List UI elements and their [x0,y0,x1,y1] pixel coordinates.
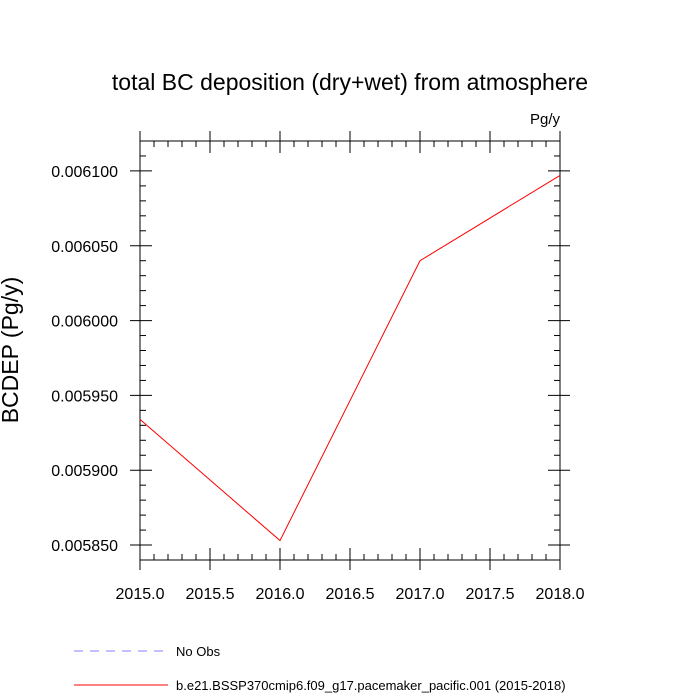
y-tick-labels: 0.005850 0.005900 0.005950 0.006000 0.006050… [51,164,118,555]
axis-ticks [130,131,570,570]
legend: No Obs b.e21.BSSP370cmip6.f09_g17.pacemak… [74,644,566,693]
series-line [139,174,561,542]
x-tick-label: 2016.5 [326,586,375,603]
y-tick-label: 0.006000 [51,314,118,331]
legend-label: No Obs [176,644,221,659]
series-layer [139,174,561,542]
legend-label: b.e21.BSSP370cmip6.f09_g17.pacemaker_pac… [176,678,566,693]
y-tick-label: 0.006050 [51,239,118,256]
x-tick-label: 2017.5 [466,586,515,603]
y-axis-label: BCDEP (Pg/y) [0,277,23,424]
y-tick-label: 0.005850 [51,538,118,555]
units-label: Pg/y [530,111,561,128]
x-tick-label: 2015.5 [186,586,235,603]
x-tick-label: 2016.0 [256,586,305,603]
x-tick-label: 2018.0 [536,586,585,603]
y-tick-label: 0.005950 [51,388,118,405]
y-tick-label: 0.006100 [51,164,118,181]
x-tick-label: 2017.0 [396,586,445,603]
chart-title: total BC deposition (dry+wet) from atmos… [112,69,588,95]
y-tick-label: 0.005900 [51,463,118,480]
x-tick-labels: 2015.0 2015.5 2016.0 2016.5 2017.0 2017.5 2018… [116,586,585,603]
plot-frame [139,140,561,561]
x-tick-label: 2015.0 [116,586,165,603]
